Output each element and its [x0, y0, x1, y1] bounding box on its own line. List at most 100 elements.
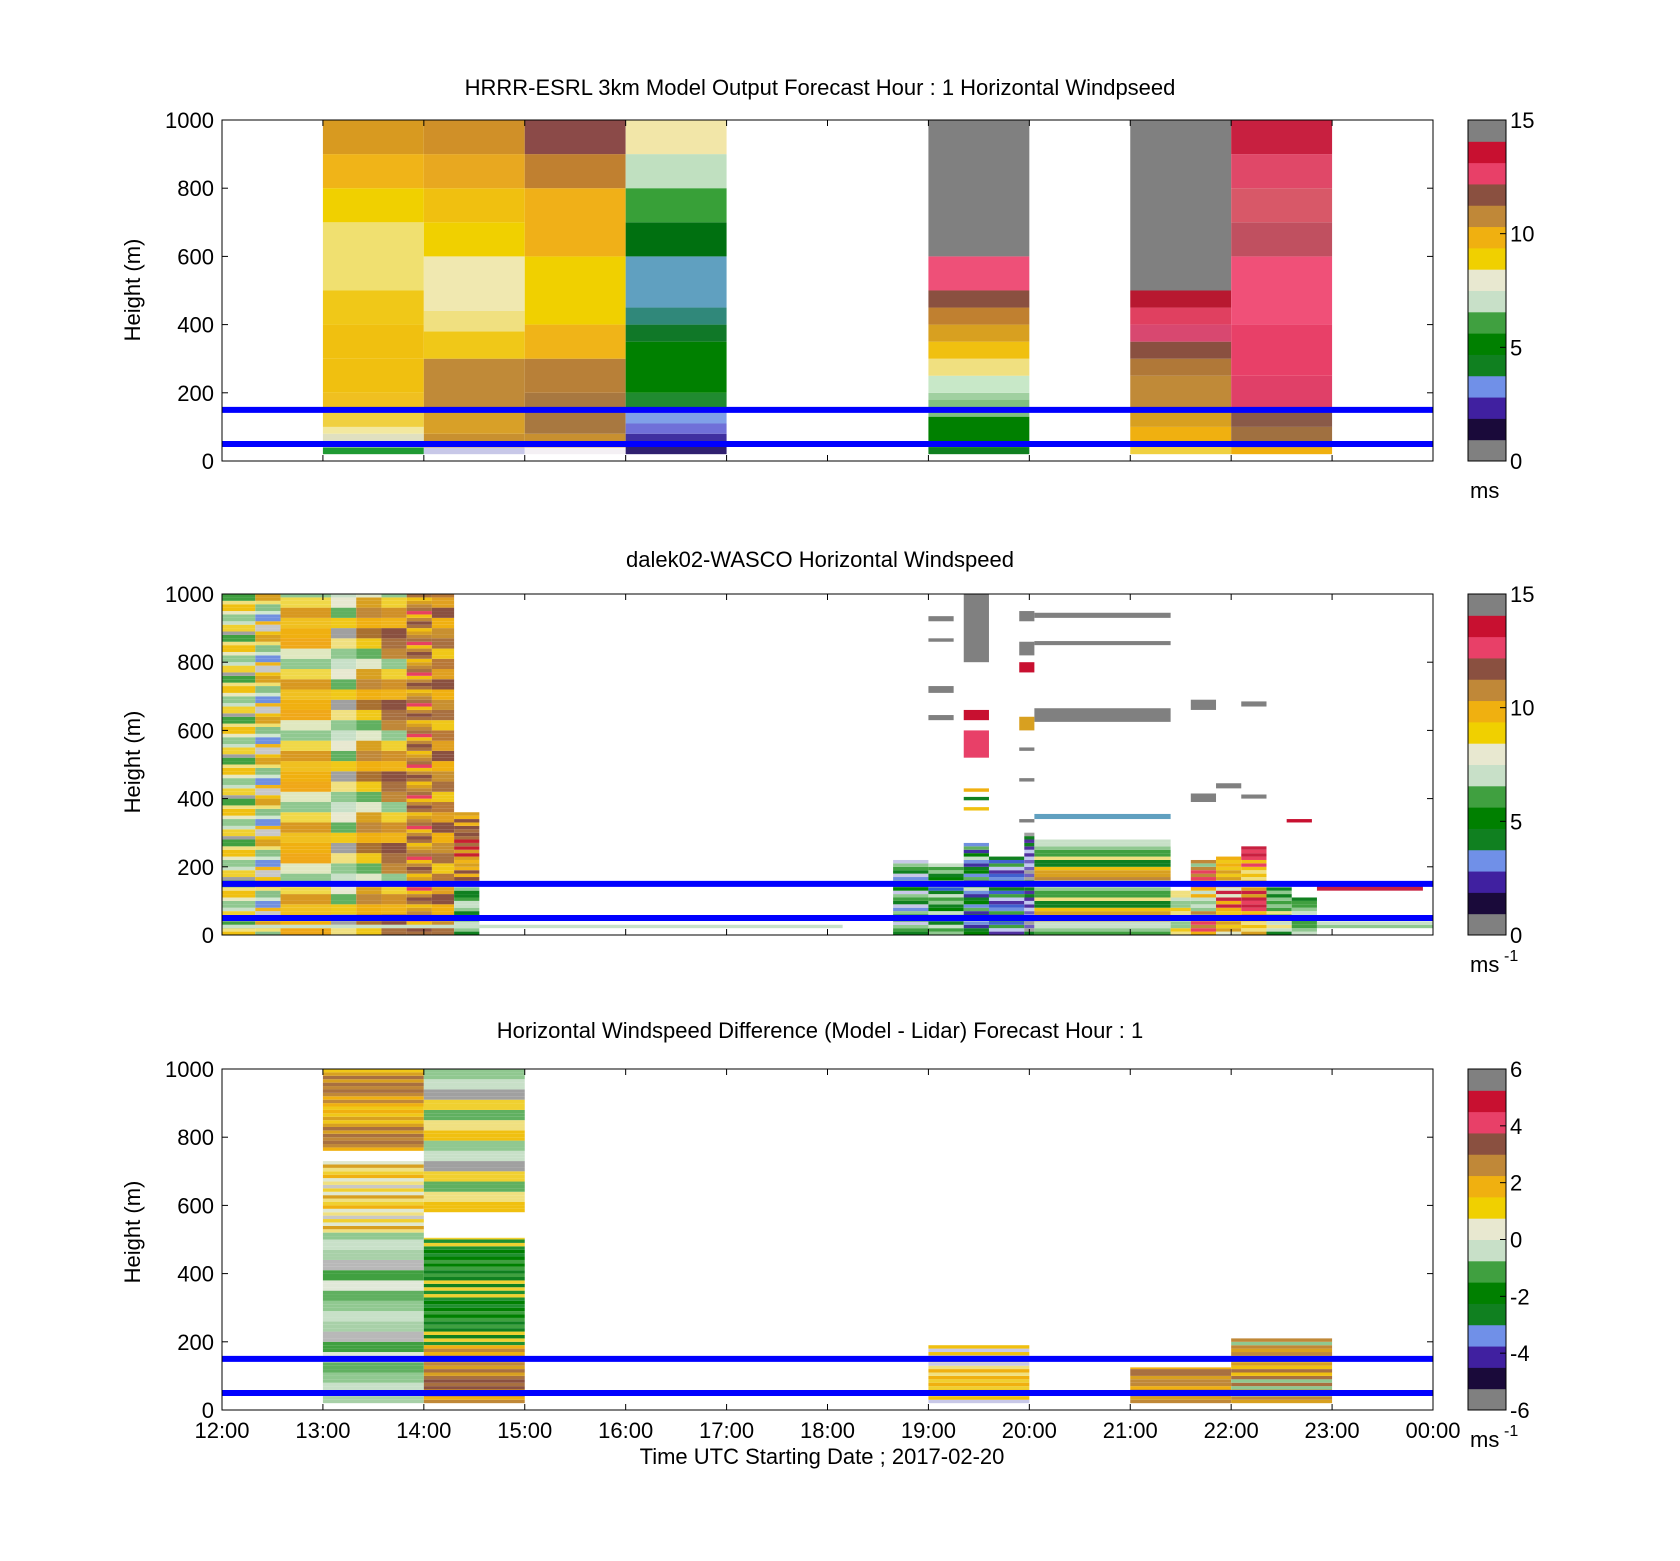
- colorbar-tick-label: 0: [1510, 1228, 1522, 1253]
- data-cell: [381, 802, 407, 806]
- data-cell: [255, 890, 281, 895]
- data-cell: [356, 829, 382, 833]
- data-cell: [330, 655, 357, 659]
- data-cell: [1231, 1372, 1333, 1376]
- data-cell: [222, 815, 256, 820]
- data-cell: [928, 447, 1030, 455]
- data-cell: [280, 713, 331, 717]
- data-cell: [330, 784, 357, 789]
- data-cell: [381, 679, 407, 683]
- data-cell: [255, 822, 281, 826]
- data-cell: [423, 1072, 525, 1076]
- data-cell: [356, 836, 382, 840]
- data-cell: [222, 638, 256, 642]
- data-cell: [893, 924, 929, 929]
- data-cell: [280, 778, 331, 782]
- y-tick-label: 800: [177, 1125, 214, 1150]
- data-cell: [280, 754, 331, 758]
- data-cell: [255, 597, 281, 601]
- data-cell: [222, 703, 256, 707]
- data-cell: [381, 716, 407, 721]
- data-cell: [431, 859, 455, 864]
- data-cell: [381, 665, 407, 670]
- data-cell: [406, 658, 432, 663]
- data-cell: [222, 771, 256, 775]
- data-cell: [423, 1287, 525, 1291]
- data-cell: [330, 911, 357, 915]
- data-cell: [423, 1086, 525, 1090]
- data-cell: [381, 713, 407, 717]
- data-cell: [222, 689, 256, 693]
- data-cell: [381, 829, 407, 833]
- data-cell: [222, 692, 256, 697]
- data-cell: [330, 877, 357, 881]
- data-cell: [280, 665, 331, 670]
- data-cell: [1266, 911, 1292, 915]
- data-cell: [454, 863, 480, 867]
- data-cell: [1130, 290, 1232, 308]
- data-cell: [222, 812, 256, 816]
- data-cell: [222, 597, 256, 601]
- data-cell: [356, 706, 382, 710]
- data-cell: [322, 1382, 424, 1387]
- data-cell: [330, 904, 357, 908]
- data-cell: [322, 1287, 424, 1291]
- data-cell: [381, 638, 407, 642]
- data-cell: [406, 781, 432, 785]
- data-cell: [381, 675, 407, 680]
- data-cell: [356, 791, 382, 796]
- data-cell: [431, 689, 455, 693]
- data-cell: [330, 778, 357, 782]
- data-cell: [423, 1089, 525, 1093]
- data-cell: [406, 631, 432, 635]
- data-cell: [381, 737, 407, 741]
- chart-title: dalek02-WASCO Horizontal Windspeed: [626, 547, 1014, 572]
- chart-title: HRRR-ESRL 3km Model Output Forecast Hour…: [465, 75, 1176, 100]
- data-cell: [1130, 324, 1232, 342]
- data-cell: [431, 836, 455, 840]
- data-cell: [423, 1338, 525, 1342]
- data-cell: [1024, 842, 1035, 847]
- data-cell: [330, 737, 357, 741]
- data-cell: [454, 829, 480, 833]
- data-cell: [330, 808, 357, 813]
- data-cell: [222, 696, 256, 700]
- data-cell: [356, 740, 382, 745]
- data-cell: [330, 651, 357, 656]
- data-cell: [423, 1386, 525, 1390]
- data-cell: [330, 887, 357, 891]
- colorbar-segment: [1468, 183, 1506, 206]
- data-cell: [381, 696, 407, 700]
- data-cell: [406, 679, 432, 683]
- data-cell: [356, 750, 382, 755]
- data-cell: [431, 723, 455, 727]
- data-cell: [255, 651, 281, 656]
- data-cell: [381, 699, 407, 704]
- data-cell: [356, 798, 382, 803]
- data-cell: [893, 928, 929, 932]
- data-cell: [524, 358, 626, 393]
- data-cell: [356, 863, 382, 867]
- data-cell: [1024, 870, 1035, 874]
- data-cell: [1190, 931, 1217, 935]
- data-cell: [423, 1256, 525, 1260]
- data-cell: [1034, 859, 1171, 864]
- data-cell: [928, 638, 954, 642]
- data-cell: [423, 1103, 525, 1107]
- data-cell: [322, 1075, 424, 1080]
- data-cell: [322, 1249, 424, 1254]
- data-cell: [222, 733, 256, 738]
- data-cell: [431, 686, 455, 690]
- data-cell: [1231, 1348, 1333, 1353]
- data-cell: [356, 621, 382, 625]
- data-cell: [963, 911, 989, 915]
- data-cell: [222, 628, 256, 632]
- colorbar-segment: [1468, 1090, 1506, 1113]
- data-cell: [330, 675, 357, 680]
- data-cell: [280, 761, 331, 765]
- x-tick-label: 14:00: [396, 1418, 451, 1443]
- colorbar-tick-label: 4: [1510, 1114, 1522, 1139]
- data-cell: [222, 856, 256, 860]
- data-cell: [406, 904, 432, 908]
- data-cell: [255, 836, 281, 840]
